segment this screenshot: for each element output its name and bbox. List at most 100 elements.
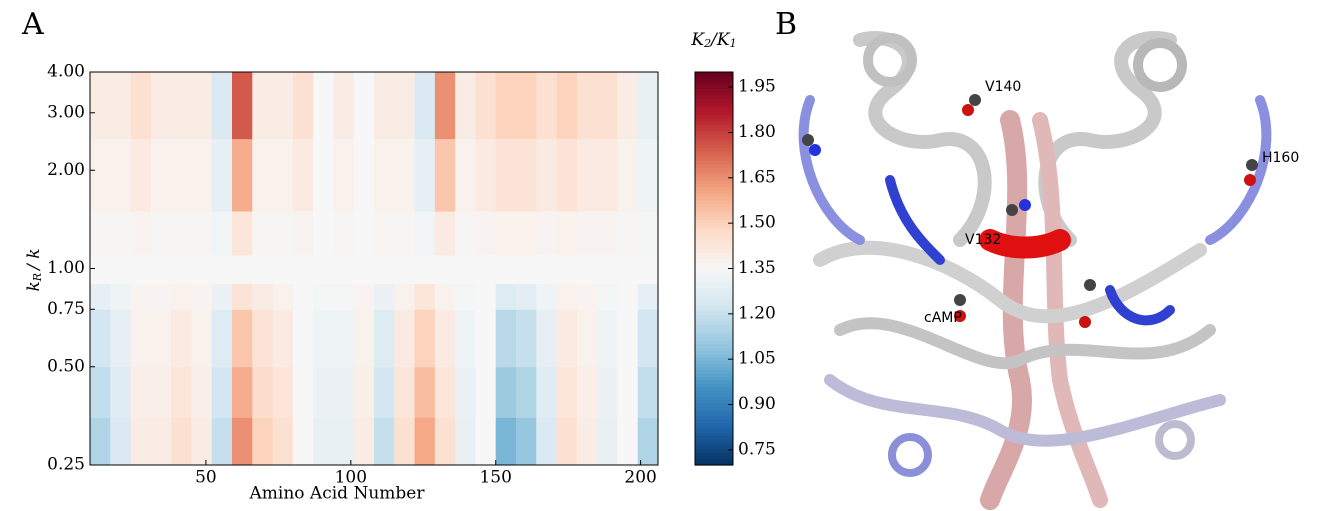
heatmap-cell	[374, 417, 395, 466]
heatmap-cell	[292, 211, 314, 256]
heatmap-cell	[475, 254, 497, 284]
heatmap-cell	[292, 72, 314, 140]
colorbar-step	[695, 386, 733, 391]
heatmap-cell	[597, 254, 618, 284]
colorbar-step	[695, 320, 733, 325]
heatmap-cell	[313, 366, 334, 418]
colorbar-step	[695, 360, 733, 365]
colorbar-step	[695, 140, 733, 145]
colorbar-step	[695, 409, 733, 414]
heatmap-cell	[272, 309, 294, 368]
colorbar-step	[695, 137, 733, 142]
colorbar-step	[695, 438, 733, 443]
heatmap-cell	[637, 72, 659, 140]
colorbar-step	[695, 415, 733, 420]
heatmap-cell	[313, 254, 334, 284]
heatmap-cell	[434, 283, 456, 310]
heatmap-cell	[374, 366, 395, 418]
colorbar-step	[695, 124, 733, 129]
colorbar-step	[695, 353, 733, 358]
heatmap-cell	[414, 283, 436, 310]
y-label-part: k	[24, 281, 44, 291]
colorbar-step	[695, 330, 733, 335]
heatmap-cell	[171, 211, 192, 256]
heatmap-cell	[434, 72, 456, 140]
colorbar-tick-label: 1.65	[738, 167, 776, 187]
heatmap-cell	[232, 366, 253, 418]
colorbar-step	[695, 229, 733, 234]
x-tick-label: 100	[335, 468, 367, 488]
colorbar-step	[695, 311, 733, 315]
colorbar-step	[695, 288, 733, 293]
heatmap-cell	[475, 417, 497, 466]
colorbar-step	[695, 193, 733, 198]
heatmap-cell	[414, 254, 436, 284]
heatmap-cell	[576, 211, 598, 256]
x-tick-label: 50	[195, 468, 217, 488]
heatmap-cell	[353, 366, 375, 418]
heatmap-cell	[333, 417, 355, 466]
heatmap-cell	[110, 138, 132, 212]
heatmap-cell	[455, 417, 476, 466]
colorbar-step	[695, 461, 733, 466]
heatmap-cell	[90, 211, 111, 256]
heatmap-cell	[191, 72, 213, 140]
heatmap-cell	[617, 366, 639, 418]
colorbar-step	[695, 399, 733, 404]
heatmap-cell	[130, 309, 152, 368]
heatmap-cell	[150, 138, 172, 212]
heatmap-cell	[353, 138, 375, 212]
heatmap-cell	[495, 283, 517, 310]
heatmap-cell	[516, 211, 537, 256]
cb-label-sub: 2	[703, 37, 711, 50]
heatmap-cell	[90, 72, 111, 140]
heatmap-cell	[272, 211, 294, 256]
heatmap-cell	[414, 211, 436, 256]
y-tick-label: 0.50	[47, 356, 85, 376]
heatmap-cell	[211, 417, 233, 466]
heatmap-cell	[313, 417, 334, 466]
colorbar-step	[695, 448, 733, 453]
heatmap-cell	[434, 211, 456, 256]
heatmap-cell	[232, 72, 253, 140]
y-tick-label: 1.00	[47, 258, 85, 278]
heatmap-cell	[455, 138, 476, 212]
heatmap-cell	[516, 309, 537, 368]
heatmap-cell	[353, 309, 375, 368]
colorbar-tick-label: 1.80	[738, 122, 776, 142]
heatmap-cell	[536, 309, 558, 368]
heatmap-cell	[313, 138, 334, 212]
colorbar-step	[695, 317, 733, 322]
heatmap-cell	[272, 366, 294, 418]
heatmap-cell	[414, 138, 436, 212]
colorbar-step	[695, 101, 733, 106]
heatmap-cell	[232, 211, 253, 256]
structure-label: V132	[965, 232, 1001, 248]
colorbar-step	[695, 98, 733, 103]
heatmap-cell	[617, 254, 639, 284]
heatmap-cell	[90, 366, 111, 418]
heatmap-cell	[110, 211, 132, 256]
colorbar-step	[695, 425, 733, 430]
heatmap-cell	[191, 211, 213, 256]
colorbar-step	[695, 183, 733, 188]
structure-label: H160	[1262, 150, 1299, 166]
heatmap-cell	[556, 72, 578, 140]
heatmap-cell	[434, 366, 456, 418]
heatmap-cell	[455, 254, 476, 284]
y-axis-label: kR / k	[24, 248, 45, 291]
heatmap-cell	[556, 417, 578, 466]
heatmap-cell	[272, 254, 294, 284]
heatmap-cell	[232, 283, 253, 310]
heatmap-cell	[211, 72, 233, 140]
colorbar-step	[695, 294, 733, 299]
heatmap-cell	[130, 417, 152, 466]
heatmap-cell	[394, 254, 416, 284]
heatmap-cell	[211, 366, 233, 418]
heatmap-cell	[434, 309, 456, 368]
heatmap-cell	[556, 366, 578, 418]
heatmap-cell	[576, 417, 598, 466]
colorbar-step	[695, 163, 733, 168]
heatmap-cell	[374, 283, 395, 310]
heatmap-cell	[536, 254, 558, 284]
